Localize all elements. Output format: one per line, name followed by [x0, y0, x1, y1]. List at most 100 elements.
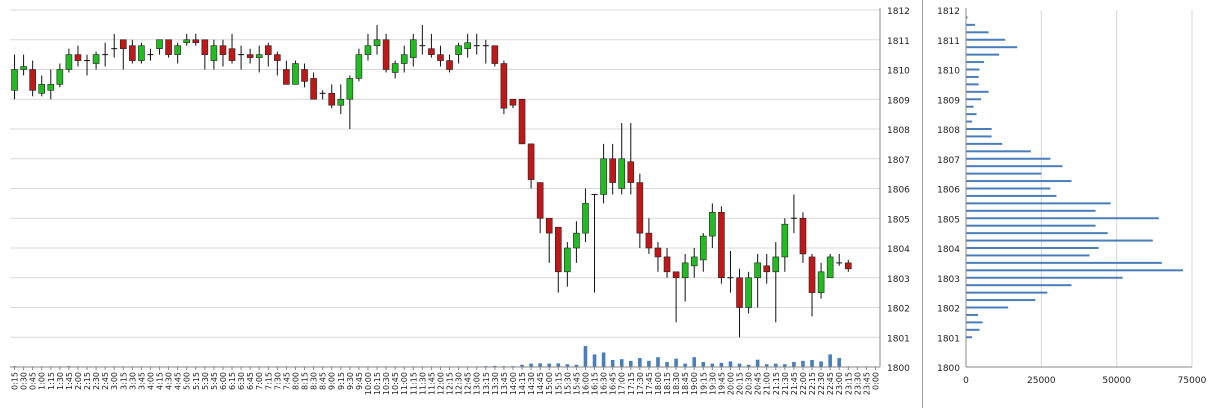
time-tick-label: 0:30: [20, 372, 29, 390]
candle-body: [718, 212, 725, 279]
time-tick-label: 8:15: [301, 372, 310, 390]
candle-body: [92, 54, 100, 64]
candle: [56, 63, 64, 88]
profile-bar: [966, 120, 973, 123]
profile-bar: [966, 142, 1003, 145]
candle-body: [409, 39, 417, 58]
candle: [790, 194, 797, 234]
candle: [183, 33, 191, 46]
candle-body: [681, 262, 689, 279]
candle: [310, 72, 317, 100]
candle-body: [754, 262, 761, 279]
candle: [29, 60, 36, 97]
candle: [165, 39, 172, 58]
candle-body: [183, 39, 191, 44]
price-tick-label: 1801: [887, 334, 910, 344]
candle: [156, 39, 163, 55]
candle: [391, 60, 399, 79]
candle: [727, 250, 734, 293]
profile-bar: [966, 187, 1051, 190]
candle: [681, 253, 689, 302]
candle-body: [844, 262, 852, 270]
time-tick-label: 10:00: [364, 372, 373, 395]
volume-bar: [529, 363, 533, 367]
candle-body: [119, 39, 127, 49]
candle: [564, 242, 571, 287]
candle: [328, 84, 336, 109]
price-axis: 1800 1801 1802 1803 1804 1805 1806 1807 1808 1809…: [10, 7, 910, 374]
time-tick-label: 13:15: [482, 372, 491, 395]
time-tick-label: 16:30: [600, 372, 609, 395]
profile-bar: [966, 306, 1009, 309]
candle: [129, 39, 136, 64]
time-tick-label: 9:00: [328, 372, 337, 390]
candle: [645, 218, 653, 254]
time-tick-label: 12:15: [446, 372, 455, 395]
candle: [736, 268, 743, 338]
candle-body: [618, 158, 626, 189]
volume-bar: [574, 364, 579, 367]
candle: [609, 143, 616, 195]
candle-body: [165, 39, 172, 55]
candle-body: [654, 247, 662, 258]
candle: [373, 24, 381, 55]
time-tick-label: 8:30: [310, 372, 319, 390]
candle: [174, 42, 181, 64]
candle-body: [129, 45, 136, 61]
candle: [627, 123, 635, 195]
candle: [826, 253, 834, 279]
volume-bar: [783, 364, 787, 367]
time-tick-label: 9:15: [337, 372, 346, 390]
candle: [219, 39, 227, 67]
candle: [482, 39, 489, 64]
profile-bar: [966, 269, 1183, 272]
candle: [781, 218, 789, 272]
candle-body: [545, 217, 553, 234]
time-tick-label: 12:30: [455, 372, 464, 395]
candle-body: [391, 63, 399, 73]
profile-bar: [966, 261, 1162, 264]
candle: [437, 45, 444, 67]
time-tick-label: 4:45: [174, 372, 183, 390]
candle: [238, 45, 245, 70]
price-tick-label: 1811: [887, 37, 910, 47]
profile-bar: [966, 232, 1108, 235]
volume-bar: [737, 363, 742, 367]
candle: [419, 24, 426, 55]
volume-bar: [719, 362, 724, 367]
volume-bar: [619, 359, 624, 367]
profile-bar: [966, 113, 977, 116]
time-tick-label: 13:45: [500, 372, 509, 395]
time-tick-label: 21:45: [790, 372, 799, 395]
candle: [274, 51, 281, 76]
time-tick-label: 14:15: [518, 372, 527, 395]
profile-bar: [966, 336, 973, 339]
profile-bar: [966, 239, 1153, 242]
candle: [582, 188, 589, 243]
candle-body: [47, 84, 55, 91]
time-tick-label: 5:00: [183, 372, 192, 390]
price-gridlines: [10, 9, 880, 368]
profile-bar: [966, 135, 992, 138]
time-tick-label: 12:00: [436, 372, 445, 395]
candle-body: [74, 54, 82, 61]
time-tick-label: 10:15: [373, 372, 382, 395]
profile-bar: [966, 202, 1111, 205]
time-tick-label: 20:15: [736, 372, 745, 395]
candle-body: [699, 235, 707, 261]
candle-body: [138, 45, 145, 61]
time-tick-label: 16:00: [581, 372, 590, 395]
candle: [20, 54, 27, 76]
candle: [699, 233, 707, 272]
candle: [836, 253, 843, 266]
time-tick-label: 2:45: [101, 372, 110, 390]
profile-x-tick-label: 25000: [1027, 376, 1056, 386]
candle-body: [781, 223, 789, 258]
price-tick-label: 1809: [887, 96, 910, 106]
candle: [518, 98, 526, 145]
profile-bar: [966, 157, 1051, 160]
time-tick-label: 2:30: [92, 372, 101, 390]
candle-body: [11, 69, 18, 91]
time-tick-label: 0:45: [29, 372, 38, 390]
time-tick-label: 15:45: [572, 372, 581, 395]
